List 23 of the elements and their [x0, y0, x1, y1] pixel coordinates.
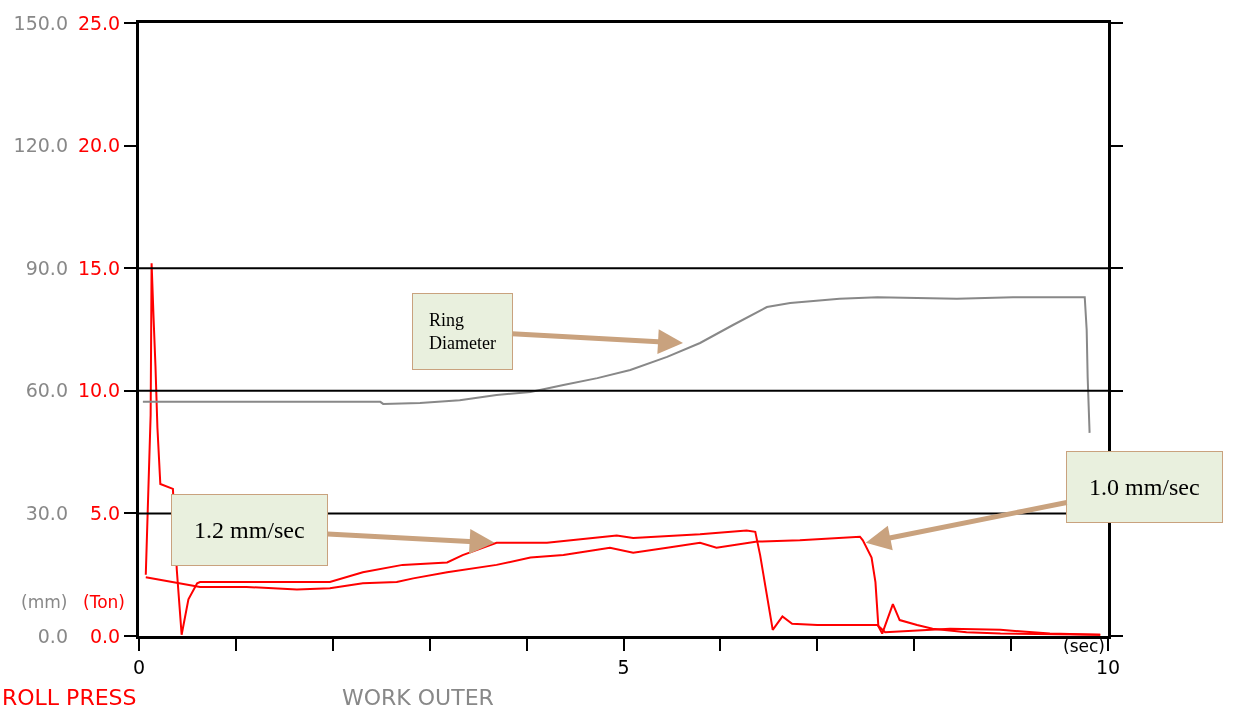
annotation: 1.0 mm/sec	[1089, 474, 1200, 500]
y2-tick-label: 150.0	[13, 11, 68, 34]
y-tick-label: 10.0	[77, 379, 121, 402]
y2-tick-label: 120.0	[13, 134, 68, 157]
annotation: 1.2 mm/sec	[194, 517, 305, 543]
y-tick-label: 5.0	[89, 502, 121, 525]
y2-tick-label: 30.0	[25, 502, 68, 525]
text: ROLL PRESS	[2, 685, 137, 710]
y-tick-label: 0.0	[89, 624, 121, 647]
y-tick-label: 20.0	[77, 134, 121, 157]
y2-tick-label: 60.0	[25, 379, 68, 402]
y2-axis-title: (mm)	[21, 592, 68, 612]
y-tick-label: 15.0	[77, 256, 121, 279]
x-axis-title: (sec)	[1063, 636, 1105, 656]
y2-tick-label: 90.0	[25, 256, 68, 279]
y2-tick-label: 0.0	[37, 624, 68, 647]
x-tick-label: 0	[132, 655, 146, 678]
annotation: Ring Diameter	[429, 310, 496, 354]
y-tick-label: 25.0	[77, 11, 121, 34]
y-axis-title: (Ton)	[83, 592, 125, 612]
x-tick-label: 5	[617, 655, 630, 678]
text: WORK OUTER	[342, 685, 494, 710]
x-tick-label: 10	[1095, 655, 1121, 678]
